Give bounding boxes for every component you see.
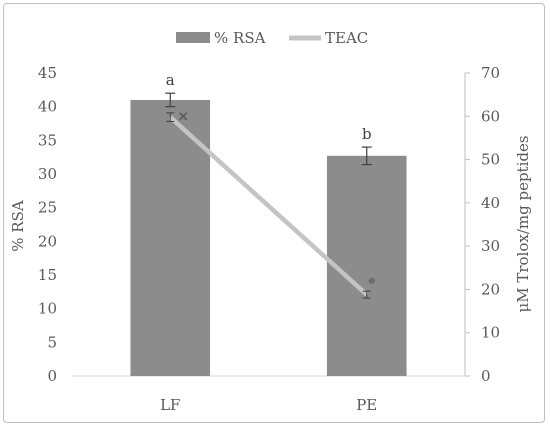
y2-tick-label: 60 (481, 107, 500, 125)
y-axis-ticks: 0 5 10 15 20 25 30 35 40 45 (38, 64, 57, 385)
y2-tick-label: 0 (481, 367, 491, 385)
y-axis-title: % RSA (9, 200, 27, 252)
y-tick-label: 15 (38, 266, 57, 284)
legend: % RSA TEAC (176, 29, 368, 47)
teac-series-line (168, 115, 369, 297)
y2-tick-label: 40 (481, 194, 500, 212)
marker-x (179, 112, 188, 121)
y2-axis-title: μM Trolox/mg peptides (514, 135, 532, 312)
bar-error-bars (165, 92, 372, 166)
y-tick-label: 25 (38, 199, 57, 217)
y2-tick-label: 50 (481, 151, 500, 169)
bars (130, 99, 407, 376)
y2-tick-label: 20 (481, 280, 500, 298)
y-tick-label: 40 (38, 98, 57, 116)
y-tick-label: 30 (38, 165, 57, 183)
y-tick-label: 0 (47, 367, 57, 385)
y2-axis-ticks: 0 10 20 30 40 50 60 70 (465, 64, 500, 385)
y-tick-label: 5 (47, 333, 57, 351)
teac-line (166, 112, 371, 299)
x-tick-label: LF (160, 396, 180, 414)
bar-pe (326, 155, 407, 376)
significance-label: b (362, 125, 372, 143)
extra-markers (179, 112, 375, 284)
significance-labels: ab (166, 71, 372, 143)
significance-label: a (166, 71, 175, 89)
legend-label-teac: TEAC (325, 29, 368, 47)
y-tick-label: 35 (38, 131, 57, 149)
y2-tick-label: 70 (481, 64, 500, 82)
legend-swatch-rsa (176, 32, 210, 43)
y2-tick-label: 10 (481, 324, 500, 342)
legend-label-rsa: % RSA (214, 29, 266, 47)
bar-lf (130, 99, 211, 376)
y2-tick-label: 30 (481, 237, 500, 255)
y-tick-label: 10 (38, 300, 57, 318)
x-axis-ticks: LF PE (160, 396, 377, 414)
y-tick-label: 45 (38, 64, 57, 82)
x-tick-label: PE (356, 396, 377, 414)
marker-dot (368, 277, 375, 284)
y-tick-label: 20 (38, 232, 57, 250)
